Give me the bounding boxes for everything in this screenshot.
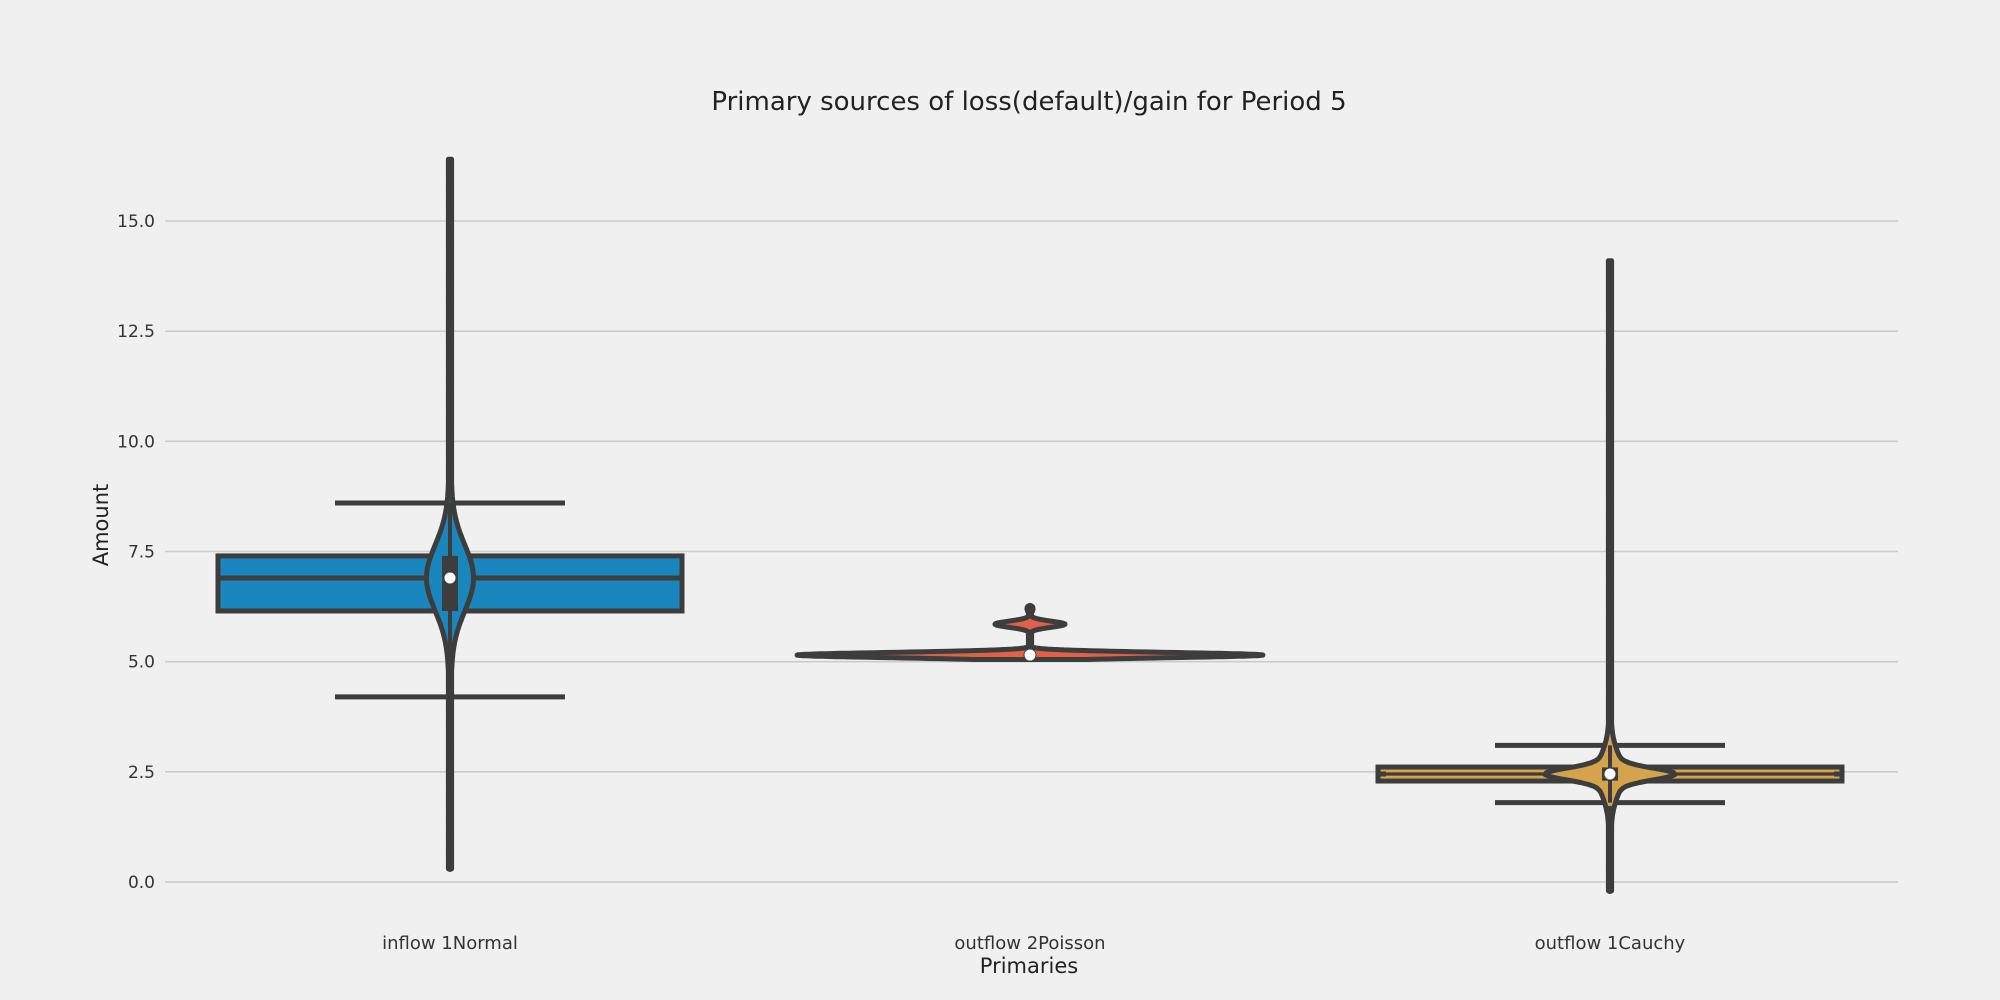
median-marker [1603,767,1617,781]
y-tick-label: 0.0 [128,873,155,893]
x-axis-label: Primaries [980,954,1078,978]
outlier-point [446,194,454,201]
outlier-point [1606,715,1614,722]
outlier-point [1606,419,1614,426]
y-tick-label: 7.5 [128,543,155,563]
outlier-point [446,865,454,872]
x-tick-label: outflow 1Cauchy [1535,933,1686,954]
outlier-point [1606,607,1614,614]
outliers [1025,602,1035,627]
plot-area [215,156,1845,895]
outlier-point [1606,812,1614,819]
outlier-point [446,804,454,811]
outlier-point [446,480,454,488]
outlier-point [446,270,454,278]
outlier-point [1027,621,1033,627]
y-tick-label: 12.5 [117,322,155,342]
outlier-point [446,718,454,725]
outlier-point [1606,284,1614,291]
outlier-point [446,828,454,836]
y-tick-labels: 0.0 2.5 5.0 7.5 10.0 12.5 15.0 [117,212,155,893]
series-2 [794,602,1266,662]
chart-title: Primary sources of loss(default)/gain fo… [711,87,1346,117]
outlier-point [446,232,454,239]
outlier-point [1606,472,1614,480]
outlier-point [446,213,454,220]
outlier-point [1606,553,1614,561]
outlier-point [446,423,454,430]
outlier-point [1606,843,1614,850]
outlier-point [446,308,454,316]
series-1 [215,156,685,872]
outlier-point [446,791,454,799]
outlier-point [1606,688,1614,695]
outlier-point [1606,526,1614,534]
outlier-point [446,385,454,392]
y-axis-label: Amount [89,484,113,567]
median-marker [1023,648,1037,662]
outlier-point [1606,862,1614,869]
outlier-point [1606,634,1614,641]
outlier-point [446,816,454,823]
outlier-point [1606,805,1614,813]
outlier-point [446,853,454,860]
outlier-point [1606,311,1614,318]
outlier-point [1606,818,1614,825]
outlier-point [1606,445,1614,453]
outlier-point [1606,868,1614,876]
x-tick-label: inflow 1Normal [382,933,518,954]
outlier-point [446,705,454,713]
outlier-point [446,742,454,750]
y-tick-label: 10.0 [117,432,155,452]
outlier-point [1606,338,1614,345]
outlier-point [446,779,454,787]
y-tick-label: 2.5 [128,763,155,783]
outlier-point [1606,881,1614,888]
outlier-point [1606,875,1614,882]
outliers [1606,284,1614,895]
outlier-point [1606,837,1614,844]
outlier-point [446,251,454,258]
y-tick-label: 15.0 [117,212,155,232]
outlier-point [1606,365,1614,372]
outlier-point [446,347,454,354]
outlier-point [446,327,454,335]
outlier-point [446,755,454,762]
outlier-point [1606,392,1614,399]
outlier-point [1606,580,1614,588]
outlier-point [1606,661,1614,668]
outlier-point [446,841,454,848]
outlier-point [1606,499,1614,507]
x-tick-labels: inflow 1Normal outflow 2Poisson outflow 1C… [382,933,1686,954]
outlier-point [1606,849,1614,857]
outlier-point [1025,602,1035,613]
outlier-point [446,461,454,469]
x-tick-label: outflow 2Poisson [954,933,1105,954]
outlier-point [1606,887,1614,895]
median-marker [443,571,457,585]
outlier-point [446,366,454,373]
outlier-point [446,730,454,737]
outlier-point [1606,824,1614,832]
outlier-point [446,404,454,411]
outlier-point [1606,830,1614,838]
outlier-point [446,175,454,182]
y-tick-label: 5.0 [128,653,155,673]
outliers [446,175,454,872]
outlier-point [446,289,454,297]
outlier-point [1606,856,1614,863]
outlier-point [446,767,454,774]
outlier-point [446,442,454,449]
violin-body [1542,258,1678,894]
series-3 [1375,258,1845,895]
